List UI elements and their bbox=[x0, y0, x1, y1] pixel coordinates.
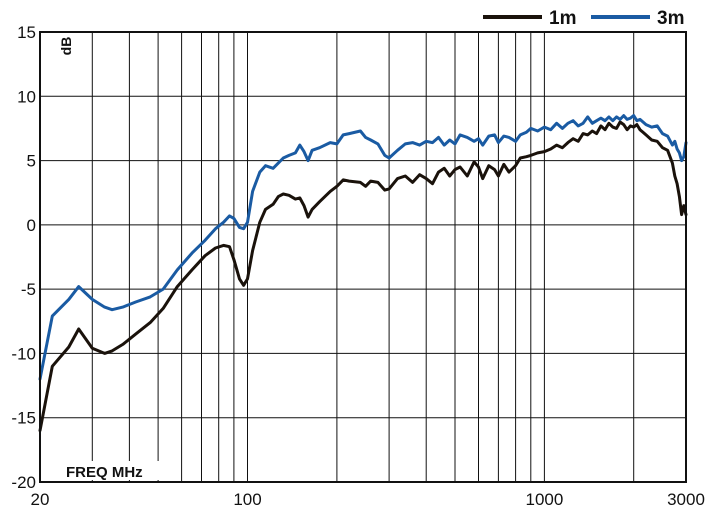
grid bbox=[40, 31, 686, 483]
legend-label-3m: 3m bbox=[657, 8, 684, 29]
x-tick-label: 3000 bbox=[667, 490, 705, 509]
x-tick-label: 100 bbox=[233, 490, 261, 509]
legend: 1m 3m bbox=[483, 8, 684, 29]
series-line-1m bbox=[38, 120, 688, 433]
plot-frame bbox=[39, 31, 687, 483]
series-line-3m bbox=[38, 114, 688, 381]
legend-label-1m: 1m bbox=[549, 8, 576, 29]
x-axis-label: FREQ MHz bbox=[66, 464, 143, 481]
x-axis-ticks: 20 100 1000 3000 bbox=[31, 490, 705, 509]
y-axis-label: dB bbox=[58, 37, 74, 56]
y-tick-label: -10 bbox=[11, 344, 36, 363]
y-tick-label: 15 bbox=[17, 23, 36, 42]
y-tick-label: -15 bbox=[11, 409, 36, 428]
series-curves bbox=[38, 114, 688, 433]
y-tick-label: 0 bbox=[27, 216, 36, 235]
y-axis-ticks: -20 -15 -10 -5 0 5 10 15 bbox=[11, 23, 36, 492]
y-tick-label: 5 bbox=[27, 152, 36, 171]
x-tick-label: 20 bbox=[31, 490, 50, 509]
y-tick-label: 10 bbox=[17, 87, 36, 106]
y-tick-label: -5 bbox=[21, 280, 36, 299]
y-tick-label: -20 bbox=[11, 473, 36, 492]
x-tick-label: 1000 bbox=[525, 490, 563, 509]
x-axis-label-background bbox=[62, 461, 159, 480]
